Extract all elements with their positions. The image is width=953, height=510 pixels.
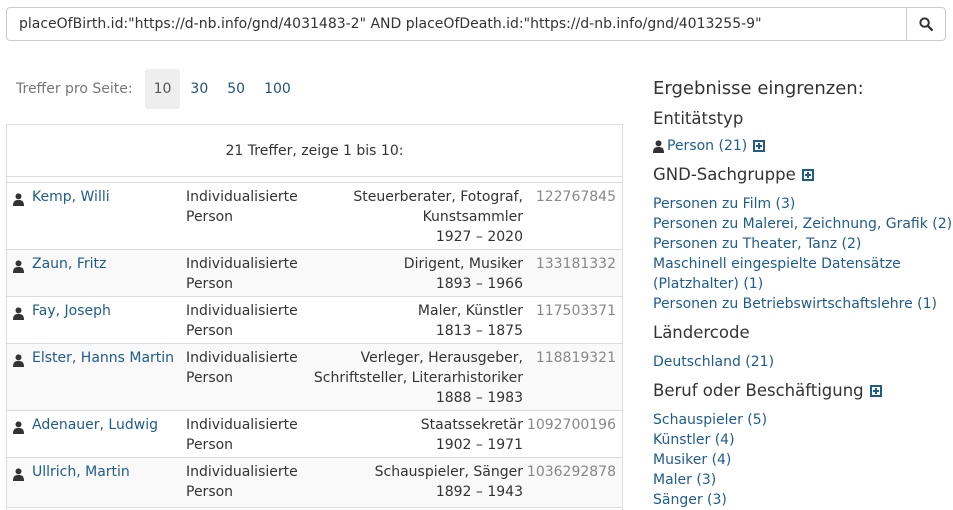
facet-title-occupation: Beruf oder Beschäftigung: [653, 380, 953, 402]
facet-item: Deutschland (21): [653, 352, 953, 372]
search-icon: [919, 17, 933, 31]
facet-item: Maler (3): [653, 470, 953, 490]
facet-item: Maschinell eingespielte Datensätze (Plat…: [653, 254, 903, 294]
person-info: Verleger, Herausgeber, Schriftsteller, Li…: [313, 350, 523, 406]
facet-link[interactable]: Personen zu Film (3): [653, 196, 796, 212]
gnd-id: 117503371: [535, 303, 616, 319]
facets-sidebar: Ergebnisse eingrenzen: Entitätstyp Perso…: [653, 78, 953, 510]
table-row: Kemp, Willi Individualisierte Person Steu…: [7, 183, 622, 250]
entity-type: Individualisierte Person: [186, 189, 298, 225]
facet-title-subject-group: GND-Sachgruppe: [653, 164, 953, 186]
result-name-link[interactable]: Kemp, Willi: [32, 189, 110, 205]
facet-title-country-code: Ländercode: [653, 323, 750, 342]
person-info: Staatssekretär 1902 – 1971: [420, 417, 523, 453]
person-icon: [13, 193, 24, 206]
facet-item: Künstler (4): [653, 430, 953, 450]
expand-plus-icon[interactable]: [801, 169, 814, 181]
gnd-id: 118819321: [535, 350, 616, 366]
table-spacer: [7, 177, 622, 183]
gnd-id: 122767845: [535, 189, 616, 205]
per-page-option-30[interactable]: 30: [190, 81, 209, 97]
facets-heading: Ergebnisse eingrenzen:: [653, 78, 864, 99]
result-name-link[interactable]: Zaun, Fritz: [32, 256, 107, 272]
result-name-link[interactable]: Adenauer, Ludwig: [32, 417, 158, 433]
facet-link[interactable]: Deutschland (21): [653, 354, 775, 370]
person-icon: [13, 354, 24, 367]
facet-item: Personen zu Malerei, Zeichnung, Grafik (…: [653, 214, 953, 234]
facet-link-person[interactable]: Person (21): [667, 138, 748, 154]
facet-item: Sänger (3): [653, 490, 953, 510]
person-info: Schauspieler, Sänger 1892 – 1943: [374, 464, 523, 500]
result-name-link[interactable]: Ullrich, Martin: [32, 464, 130, 480]
result-name-link[interactable]: Fay, Joseph: [32, 303, 111, 319]
table-row: Ullrich, Martin Individualisierte Person …: [7, 458, 622, 508]
facet-link[interactable]: Maschinell eingespielte Datensätze (Plat…: [653, 256, 901, 292]
person-info: Dirigent, Musiker 1893 – 1966: [403, 256, 523, 292]
entity-type: Individualisierte Person: [186, 256, 298, 292]
person-icon: [13, 260, 24, 273]
facet-item: Personen zu Betriebswirtschaftslehre (1): [653, 294, 953, 314]
facet-link[interactable]: Sänger (3): [653, 492, 727, 508]
person-info: Steuerberater, Fotograf, Kunstsammler 1927…: [353, 189, 523, 245]
entity-type: Individualisierte Person: [186, 417, 298, 453]
table-row: Fay, Joseph Individualisierte Person Male…: [7, 297, 622, 344]
table-row: Elster, Hanns Martin Individualisierte Pe…: [7, 344, 622, 411]
person-icon: [13, 468, 24, 481]
facet-link[interactable]: Personen zu Theater, Tanz (2): [653, 236, 862, 252]
gnd-id: 133181332: [535, 256, 616, 272]
facet-link[interactable]: Schauspieler (5): [653, 412, 768, 428]
facet-item: Personen zu Theater, Tanz (2): [653, 234, 953, 254]
facet-item: Person (21): [653, 136, 953, 156]
facet-item: Musiker (4): [653, 450, 953, 470]
expand-plus-icon[interactable]: [753, 140, 766, 152]
facet-link[interactable]: Maler (3): [653, 472, 717, 488]
person-icon: [13, 421, 24, 434]
facet-link[interactable]: Personen zu Malerei, Zeichnung, Grafik (…: [653, 216, 953, 232]
facet-item: Personen zu Film (3): [653, 194, 953, 214]
person-info: Maler, Künstler 1813 – 1875: [417, 303, 523, 339]
person-icon: [653, 139, 664, 153]
gnd-id: 1092700196: [526, 417, 616, 433]
hits-per-page: Treffer pro Seite: 10 30 50 100: [16, 69, 301, 109]
search-button[interactable]: [906, 7, 946, 41]
facet-item: Schauspieler (5): [653, 410, 953, 430]
per-page-option-50[interactable]: 50: [227, 81, 246, 97]
facet-link[interactable]: Künstler (4): [653, 432, 735, 448]
person-icon: [13, 307, 24, 320]
facet-title-entity-type: Entitätstyp: [653, 109, 744, 128]
entity-type: Individualisierte Person: [186, 464, 298, 500]
result-name-link[interactable]: Elster, Hanns Martin: [32, 350, 175, 366]
gnd-id: 1036292878: [526, 464, 616, 480]
per-page-option-10[interactable]: 10: [144, 69, 181, 109]
per-page-option-100[interactable]: 100: [264, 81, 291, 97]
table-row: Zaun, Fritz Individualisierte Person Diri…: [7, 250, 622, 297]
hits-per-page-label: Treffer pro Seite:: [16, 81, 133, 97]
entity-type: Individualisierte Person: [186, 350, 298, 386]
search-bar: [6, 7, 946, 41]
entity-type: Individualisierte Person: [186, 303, 298, 339]
search-input[interactable]: [6, 7, 906, 41]
results-table: 21 Treffer, zeige 1 bis 10: Kemp, Willi …: [6, 124, 623, 510]
facet-link[interactable]: Personen zu Betriebswirtschaftslehre (1): [653, 296, 938, 312]
results-summary: 21 Treffer, zeige 1 bis 10:: [7, 125, 622, 177]
table-row: Adenauer, Ludwig Individualisierte Person…: [7, 411, 622, 458]
expand-plus-icon[interactable]: [869, 385, 882, 397]
facet-link[interactable]: Musiker (4): [653, 452, 732, 468]
